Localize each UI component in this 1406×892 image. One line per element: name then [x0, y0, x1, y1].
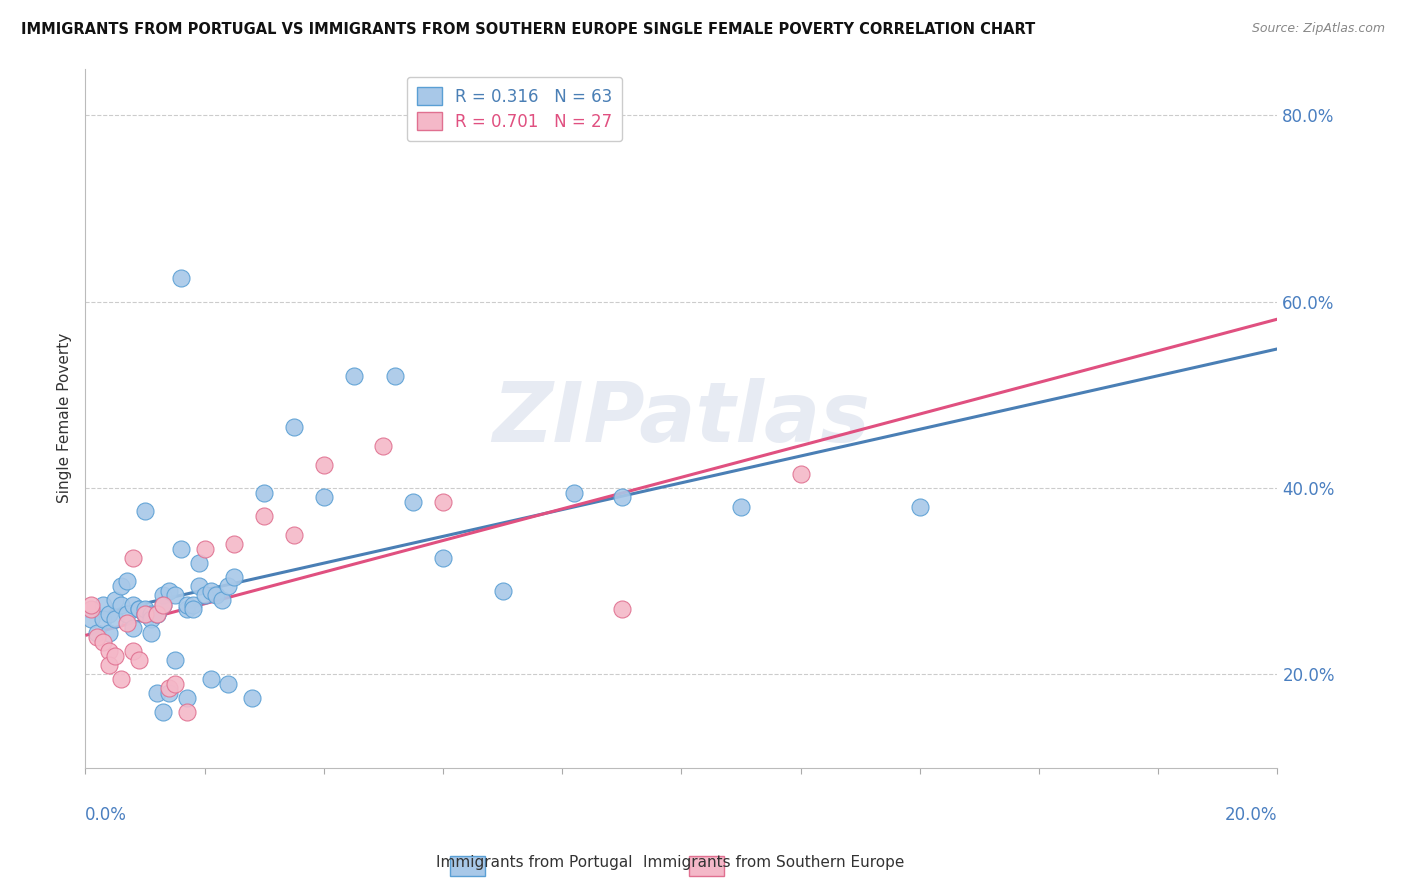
Point [134, 607, 156, 621]
Point [104, 593, 127, 607]
Text: 0.0%: 0.0% [86, 806, 128, 824]
Text: 20.0%: 20.0% [1225, 806, 1278, 824]
Point [80, 611, 103, 625]
Point [200, 672, 222, 686]
Point [176, 705, 198, 719]
Point [86, 630, 108, 644]
Point [283, 420, 305, 434]
Point [128, 602, 150, 616]
Point [128, 653, 150, 667]
Legend: R = 0.316   N = 63, R = 0.701   N = 27: R = 0.316 N = 63, R = 0.701 N = 27 [406, 77, 623, 141]
Point [217, 579, 239, 593]
Point [432, 551, 454, 566]
Point [176, 602, 198, 616]
Point [91, 611, 114, 625]
Point [176, 690, 198, 705]
Point [146, 607, 169, 621]
Point [134, 607, 156, 621]
Point [200, 583, 222, 598]
Point [384, 369, 406, 384]
Point [80, 602, 103, 616]
Point [157, 686, 180, 700]
Text: IMMIGRANTS FROM PORTUGAL VS IMMIGRANTS FROM SOUTHERN EUROPE SINGLE FEMALE POVERT: IMMIGRANTS FROM PORTUGAL VS IMMIGRANTS F… [21, 22, 1035, 37]
Point [373, 439, 395, 453]
Point [181, 598, 204, 612]
Point [194, 588, 217, 602]
Point [163, 588, 186, 602]
Point [170, 541, 193, 556]
Point [157, 681, 180, 696]
Point [110, 672, 132, 686]
Point [789, 467, 811, 481]
Point [610, 491, 633, 505]
Point [139, 607, 162, 621]
Point [122, 598, 145, 612]
Point [139, 625, 162, 640]
Point [194, 541, 217, 556]
Text: Immigrants from Southern Europe: Immigrants from Southern Europe [643, 855, 904, 870]
Text: Immigrants from Portugal: Immigrants from Portugal [436, 855, 633, 870]
Point [181, 602, 204, 616]
Point [342, 369, 364, 384]
Point [211, 593, 233, 607]
Point [134, 607, 156, 621]
Point [432, 495, 454, 509]
Text: Source: ZipAtlas.com: Source: ZipAtlas.com [1251, 22, 1385, 36]
Point [134, 504, 156, 518]
Point [104, 611, 127, 625]
Point [98, 607, 121, 621]
Point [176, 598, 198, 612]
Point [152, 705, 174, 719]
Text: ZIPatlas: ZIPatlas [492, 377, 870, 458]
Point [122, 551, 145, 566]
Point [110, 598, 132, 612]
Point [104, 648, 127, 663]
Point [312, 458, 335, 472]
Point [152, 598, 174, 612]
Point [80, 598, 103, 612]
Point [115, 616, 138, 631]
Point [146, 607, 169, 621]
Point [98, 644, 121, 658]
Point [115, 607, 138, 621]
Point [402, 495, 425, 509]
Point [86, 625, 108, 640]
Point [224, 569, 246, 583]
Point [730, 500, 752, 514]
Point [152, 588, 174, 602]
Point [134, 602, 156, 616]
Point [98, 658, 121, 673]
Point [91, 598, 114, 612]
Point [146, 607, 169, 621]
Point [170, 271, 193, 285]
Point [562, 485, 585, 500]
Point [115, 574, 138, 589]
Point [217, 677, 239, 691]
Point [163, 677, 186, 691]
Point [224, 537, 246, 551]
Point [91, 635, 114, 649]
Point [122, 621, 145, 635]
Point [157, 583, 180, 598]
Point [146, 686, 169, 700]
Y-axis label: Single Female Poverty: Single Female Poverty [58, 333, 72, 503]
Point [128, 602, 150, 616]
Point [98, 625, 121, 640]
Point [187, 556, 209, 570]
Point [253, 485, 276, 500]
Point [139, 611, 162, 625]
Point [152, 598, 174, 612]
Point [110, 579, 132, 593]
Point [253, 508, 276, 523]
Point [610, 602, 633, 616]
Point [122, 644, 145, 658]
Point [312, 491, 335, 505]
Point [240, 690, 263, 705]
Point [491, 583, 513, 598]
Point [283, 527, 305, 541]
Point [908, 500, 931, 514]
Point [163, 653, 186, 667]
Point [187, 579, 209, 593]
Point [205, 588, 228, 602]
